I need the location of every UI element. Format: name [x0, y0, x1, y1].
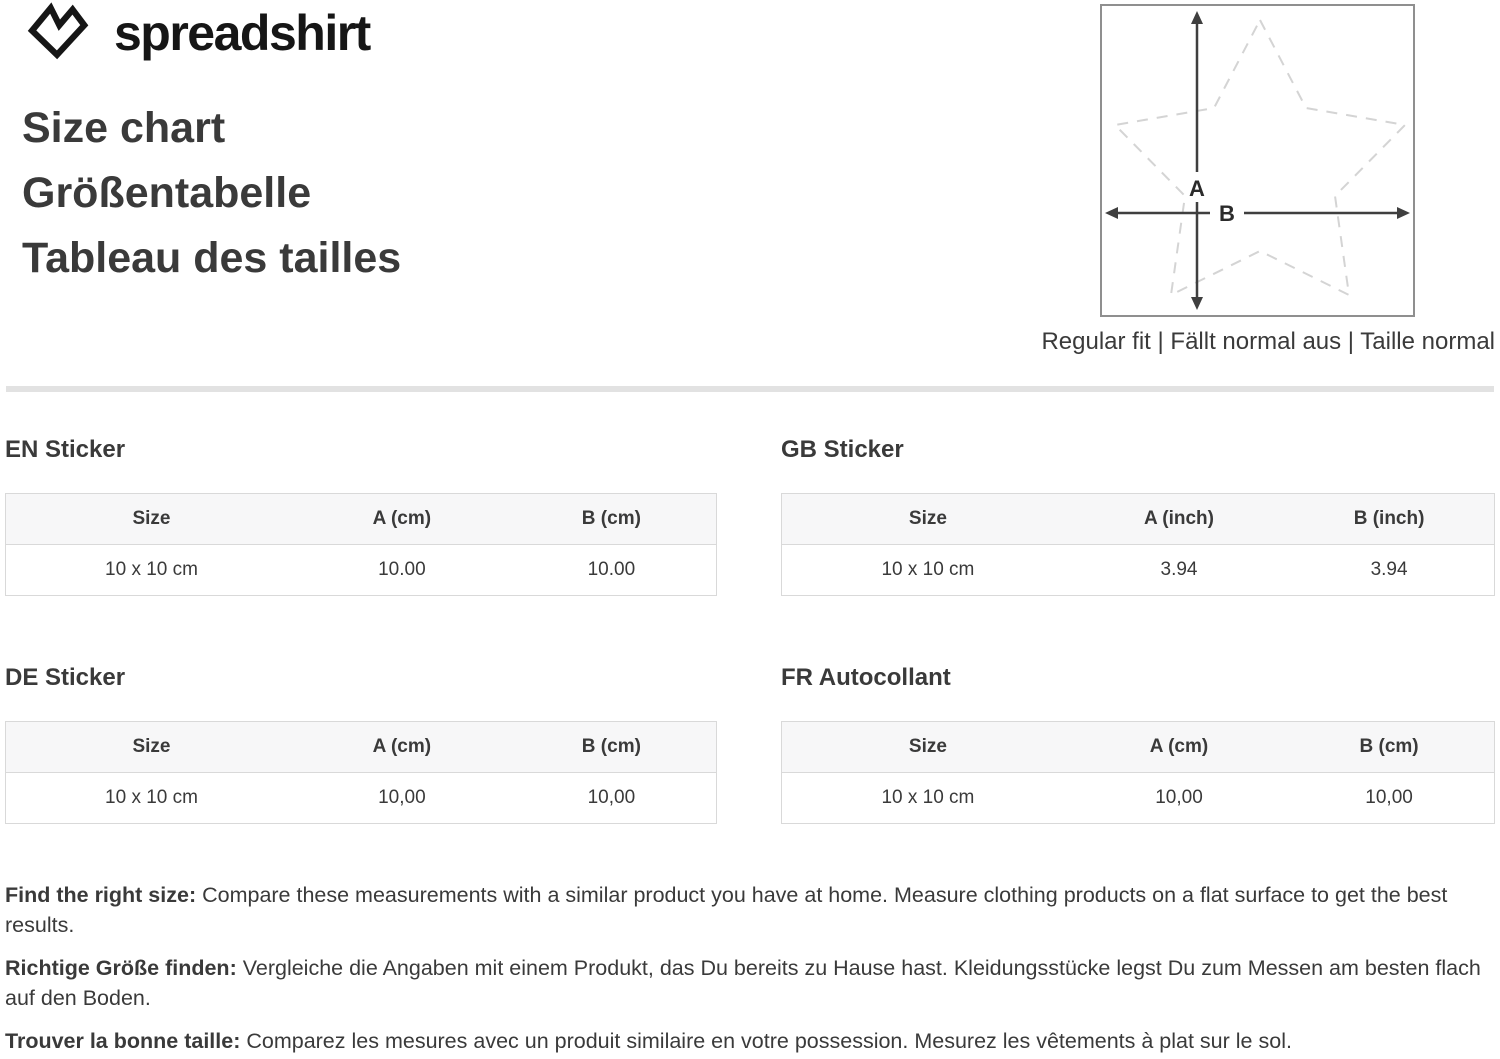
- cell-a: 3.94: [1160, 559, 1198, 580]
- table-header-row: Size A (cm) B (cm): [5, 721, 717, 773]
- col-header-size: Size: [5, 493, 297, 545]
- footnotes: Find the right size: Compare these measu…: [5, 880, 1489, 1059]
- label-a: A: [1189, 176, 1205, 201]
- cell-b: 3.94: [1370, 559, 1408, 580]
- table-row: 10 x 10 cm 3.94 3.94: [782, 545, 1495, 596]
- cell-b: 10,00: [1365, 787, 1413, 808]
- col-header-size: Size: [781, 721, 1074, 773]
- label-b: B: [1219, 201, 1235, 226]
- footnote-de-lead: Richtige Größe finden:: [5, 956, 237, 980]
- section-title: FR Autocollant: [781, 664, 951, 691]
- cell-b: 10,00: [587, 787, 636, 808]
- section-de-sticker: DE Sticker Size A (cm) B (cm) 10 x 10 cm…: [5, 664, 717, 824]
- cell-size: 10 x 10 cm: [105, 787, 198, 808]
- brand-logo: spreadshirt: [18, 2, 371, 64]
- col-header-size: Size: [5, 721, 297, 773]
- footnote-de: Richtige Größe finden: Vergleiche die An…: [5, 953, 1489, 1013]
- section-en-sticker: EN Sticker Size A (cm) B (cm) 10 x 10 cm…: [5, 436, 717, 596]
- col-header-b: B (cm): [506, 721, 717, 773]
- footnote-fr-text: Comparez les mesures avec un produit sim…: [246, 1029, 1292, 1053]
- section-title: EN Sticker: [5, 436, 126, 463]
- page-title: Size chart Größentabelle Tableau des tai…: [22, 96, 401, 291]
- col-header-a: A (cm): [1073, 721, 1285, 773]
- col-header-a: A (cm): [297, 493, 507, 545]
- brand-name: spreadshirt: [114, 5, 371, 61]
- cell-a: 10.00: [378, 559, 426, 580]
- footnote-de-text: Vergleiche die Angaben mit einem Produkt…: [5, 956, 1481, 1010]
- cell-a: 10,00: [378, 787, 426, 808]
- col-header-b: B (cm): [1284, 721, 1495, 773]
- star-outline: [1112, 17, 1408, 297]
- footnote-fr: Trouver la bonne taille: Comparez les me…: [5, 1026, 1489, 1056]
- col-header-size: Size: [781, 493, 1074, 545]
- star-measurement-figure: A B: [1105, 11, 1410, 310]
- table-row: 10 x 10 cm 10.00 10.00: [6, 545, 717, 596]
- cell-size: 10 x 10 cm: [881, 787, 975, 808]
- page-title-de: Größentabelle: [22, 169, 312, 217]
- section-divider: [6, 386, 1494, 392]
- fit-note: Regular fit | Fällt normal aus | Taille …: [1041, 328, 1495, 355]
- measurement-diagram: A B: [1100, 4, 1415, 317]
- col-header-a: A (inch): [1073, 493, 1285, 545]
- page-title-fr: Tableau des tailles: [22, 234, 402, 282]
- table-row: 10 x 10 cm 10,00 10,00: [782, 773, 1495, 824]
- cell-size: 10 x 10 cm: [105, 559, 198, 580]
- cell-size: 10 x 10 cm: [881, 559, 975, 580]
- section-title: DE Sticker: [5, 664, 126, 691]
- heart-logo-icon: [27, 2, 89, 60]
- table-header-row: Size A (cm) B (cm): [5, 493, 717, 545]
- table-header-row: Size A (cm) B (cm): [781, 721, 1495, 773]
- size-table-de: Size A (cm) B (cm) 10 x 10 cm 10,00 10,0…: [5, 721, 717, 824]
- col-header-b: B (cm): [506, 493, 717, 545]
- size-table-fr: Size A (cm) B (cm) 10 x 10 cm 10,00 10,0…: [781, 721, 1495, 824]
- size-table-gb: Size A (inch) B (inch) 10 x 10 cm 3.94 3…: [781, 493, 1495, 596]
- section-fr-autocollant: FR Autocollant Size A (cm) B (cm) 10 x 1…: [781, 664, 1495, 824]
- cell-a: 10,00: [1155, 787, 1203, 808]
- footnote-en-text: Compare these measurements with a simila…: [5, 883, 1448, 937]
- table-row: 10 x 10 cm 10,00 10,00: [6, 773, 717, 824]
- section-gb-sticker: GB Sticker Size A (inch) B (inch) 10 x 1…: [781, 436, 1495, 596]
- footnote-fr-lead: Trouver la bonne taille:: [5, 1029, 241, 1053]
- size-table-en: Size A (cm) B (cm) 10 x 10 cm 10.00 10.0…: [5, 493, 717, 596]
- section-title: GB Sticker: [781, 436, 904, 463]
- footnote-en-lead: Find the right size:: [5, 883, 197, 907]
- footnote-en: Find the right size: Compare these measu…: [5, 880, 1489, 940]
- table-header-row: Size A (inch) B (inch): [781, 493, 1495, 545]
- page-title-en: Size chart: [22, 104, 226, 152]
- cell-b: 10.00: [587, 559, 636, 580]
- col-header-a: A (cm): [297, 721, 507, 773]
- col-header-b: B (inch): [1284, 493, 1495, 545]
